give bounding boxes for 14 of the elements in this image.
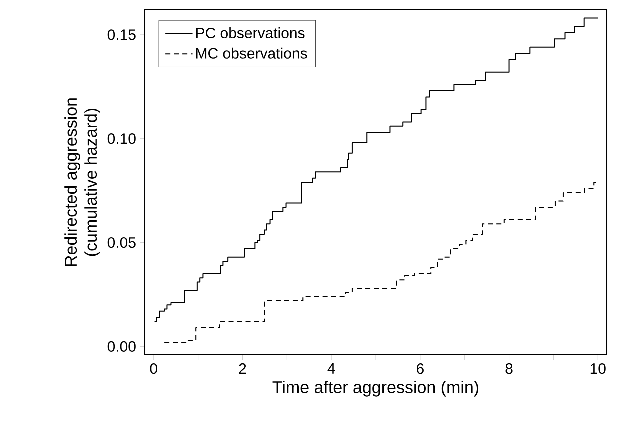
x-axis-title: Time after aggression (min) bbox=[272, 380, 479, 397]
x-tick-label: 2 bbox=[239, 364, 246, 374]
legend-label: MC observations bbox=[196, 48, 308, 59]
x-tick-label: 10 bbox=[590, 364, 606, 374]
y-tick-label: 0.00 bbox=[108, 341, 136, 352]
legend-label: PC observations bbox=[196, 28, 305, 39]
x-tick-label: 0 bbox=[150, 364, 158, 374]
y-tick-label: 0.15 bbox=[108, 30, 136, 40]
y-tick-label: 0.10 bbox=[108, 134, 136, 144]
x-tick-label: 8 bbox=[506, 364, 513, 374]
y-tick-label: 0.05 bbox=[108, 237, 136, 248]
x-tick-label: 4 bbox=[328, 364, 336, 374]
y-axis-title: Redirected aggression (cumulative hazard) bbox=[64, 98, 100, 266]
x-tick-label: 6 bbox=[417, 364, 424, 374]
